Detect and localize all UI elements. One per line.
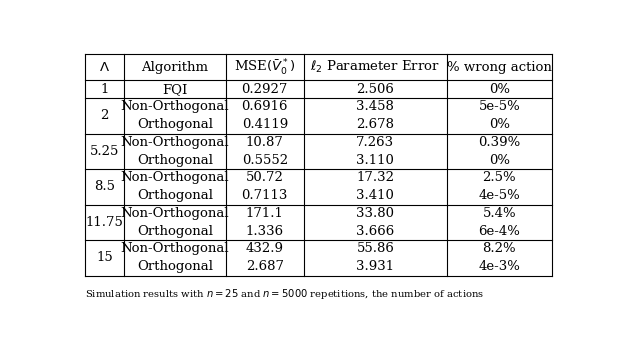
Text: Simulation results with $n=25$ and $n=5000$ repetitions, the number of actions: Simulation results with $n=25$ and $n=50… bbox=[85, 287, 484, 301]
Text: Orthogonal: Orthogonal bbox=[137, 154, 213, 167]
Text: 0.5552: 0.5552 bbox=[242, 154, 288, 167]
Text: 7.263: 7.263 bbox=[356, 136, 394, 149]
Text: 11.75: 11.75 bbox=[86, 216, 124, 229]
Text: Orthogonal: Orthogonal bbox=[137, 118, 213, 131]
Text: 17.32: 17.32 bbox=[356, 172, 394, 184]
Text: 171.1: 171.1 bbox=[246, 207, 284, 220]
Text: 5.25: 5.25 bbox=[90, 145, 119, 158]
Text: Non-Orthogonal: Non-Orthogonal bbox=[120, 207, 229, 220]
Text: 3.458: 3.458 bbox=[356, 100, 394, 114]
Text: 5.4%: 5.4% bbox=[483, 207, 516, 220]
Text: 10.87: 10.87 bbox=[246, 136, 284, 149]
Text: 1: 1 bbox=[100, 83, 109, 96]
Text: Orthogonal: Orthogonal bbox=[137, 260, 213, 273]
Text: 2: 2 bbox=[100, 109, 109, 122]
Text: 5e-5%: 5e-5% bbox=[479, 100, 520, 114]
Text: 4e-3%: 4e-3% bbox=[479, 260, 520, 273]
Text: 0.6916: 0.6916 bbox=[241, 100, 288, 114]
Text: 8.5: 8.5 bbox=[94, 180, 115, 193]
Text: Algorithm: Algorithm bbox=[141, 61, 209, 74]
Text: 3.410: 3.410 bbox=[356, 189, 394, 202]
Text: 55.86: 55.86 bbox=[356, 242, 394, 256]
Text: Orthogonal: Orthogonal bbox=[137, 189, 213, 202]
Text: MSE$(\bar{V}_0^*)$: MSE$(\bar{V}_0^*)$ bbox=[234, 57, 296, 77]
Text: 2.5%: 2.5% bbox=[483, 172, 516, 184]
Text: 3.931: 3.931 bbox=[356, 260, 394, 273]
Text: 2.687: 2.687 bbox=[246, 260, 284, 273]
Text: 8.2%: 8.2% bbox=[483, 242, 516, 256]
Text: 0%: 0% bbox=[489, 118, 510, 131]
Text: 432.9: 432.9 bbox=[246, 242, 284, 256]
Text: 0.2927: 0.2927 bbox=[242, 83, 288, 96]
Text: Orthogonal: Orthogonal bbox=[137, 225, 213, 238]
Text: 0.39%: 0.39% bbox=[478, 136, 520, 149]
Text: FQI: FQI bbox=[162, 83, 188, 96]
Text: 0.4119: 0.4119 bbox=[242, 118, 288, 131]
Text: % wrong action: % wrong action bbox=[447, 61, 552, 74]
Text: Non-Orthogonal: Non-Orthogonal bbox=[120, 242, 229, 256]
Text: $\Lambda$: $\Lambda$ bbox=[99, 61, 110, 74]
Text: 15: 15 bbox=[96, 251, 113, 264]
Text: 3.110: 3.110 bbox=[356, 154, 394, 167]
Text: 0%: 0% bbox=[489, 154, 510, 167]
Text: $\ell_2$ Parameter Error: $\ell_2$ Parameter Error bbox=[310, 59, 440, 75]
Text: 4e-5%: 4e-5% bbox=[479, 189, 520, 202]
Text: 3.666: 3.666 bbox=[356, 225, 394, 238]
Text: Non-Orthogonal: Non-Orthogonal bbox=[120, 172, 229, 184]
Text: 6e-4%: 6e-4% bbox=[479, 225, 520, 238]
Text: 33.80: 33.80 bbox=[356, 207, 394, 220]
Text: 2.678: 2.678 bbox=[356, 118, 394, 131]
Text: 1.336: 1.336 bbox=[246, 225, 284, 238]
Text: 0.7113: 0.7113 bbox=[242, 189, 288, 202]
Text: 2.506: 2.506 bbox=[356, 83, 394, 96]
Text: Non-Orthogonal: Non-Orthogonal bbox=[120, 100, 229, 114]
Text: 0%: 0% bbox=[489, 83, 510, 96]
Text: 50.72: 50.72 bbox=[246, 172, 284, 184]
Text: Non-Orthogonal: Non-Orthogonal bbox=[120, 136, 229, 149]
